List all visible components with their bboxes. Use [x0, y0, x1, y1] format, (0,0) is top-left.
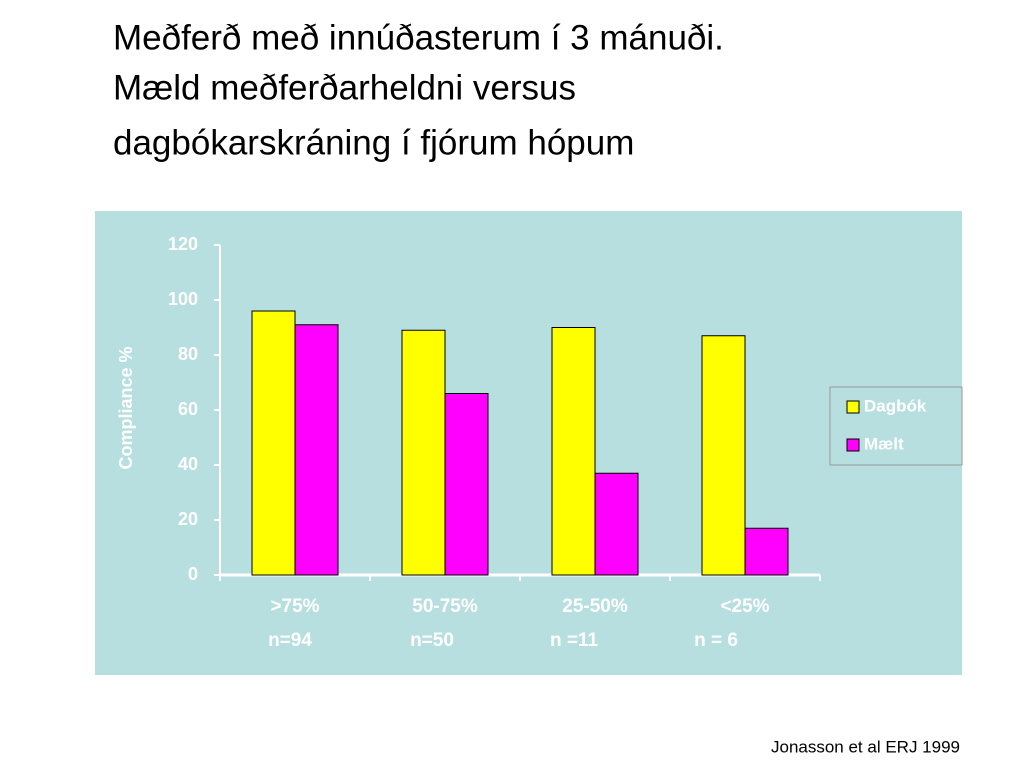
footer: Jonasson et al ERJ 1999: [771, 737, 960, 756]
y-tick-label: 0: [188, 564, 198, 584]
bar: [551, 327, 596, 576]
x-tick-note: n=94: [268, 630, 312, 651]
x-tick-label: 50-75%: [412, 596, 478, 617]
y-tick-label: 120: [168, 234, 198, 254]
bar: [744, 527, 789, 576]
y-tick-label: 20: [178, 509, 198, 529]
bar: [594, 472, 639, 576]
chart-panel: [95, 211, 962, 675]
title-line: Meðferð með innúðasterum í 3 mánuði.: [113, 18, 724, 57]
y-tick-label: 80: [178, 344, 198, 364]
x-tick-label: <25%: [720, 596, 769, 617]
bar: [444, 393, 489, 576]
x-tick-note: n=50: [410, 630, 454, 651]
legend-label: Dagbók: [864, 396, 927, 415]
legend-swatch: [846, 438, 860, 452]
y-tick-label: 40: [178, 454, 198, 474]
title-line: Mæld meðferðarheldni versus: [113, 68, 576, 107]
title-line: dagbókarskráning í fjórum hópum: [113, 123, 634, 162]
legend-label: Mælt: [864, 434, 904, 453]
y-tick-label: 100: [168, 289, 198, 309]
bar: [294, 324, 339, 576]
legend-swatch: [846, 400, 860, 414]
bar: [701, 335, 746, 576]
bar: [251, 310, 296, 576]
x-tick-note: n = 6: [694, 630, 738, 651]
x-tick-label: >75%: [270, 596, 319, 617]
y-axis-label: Compliance %: [116, 346, 136, 469]
x-tick-label: 25-50%: [562, 596, 628, 617]
legend-box: [829, 386, 963, 466]
y-tick-label: 60: [178, 399, 198, 419]
x-tick-note: n =11: [550, 630, 598, 651]
bar: [401, 329, 446, 576]
